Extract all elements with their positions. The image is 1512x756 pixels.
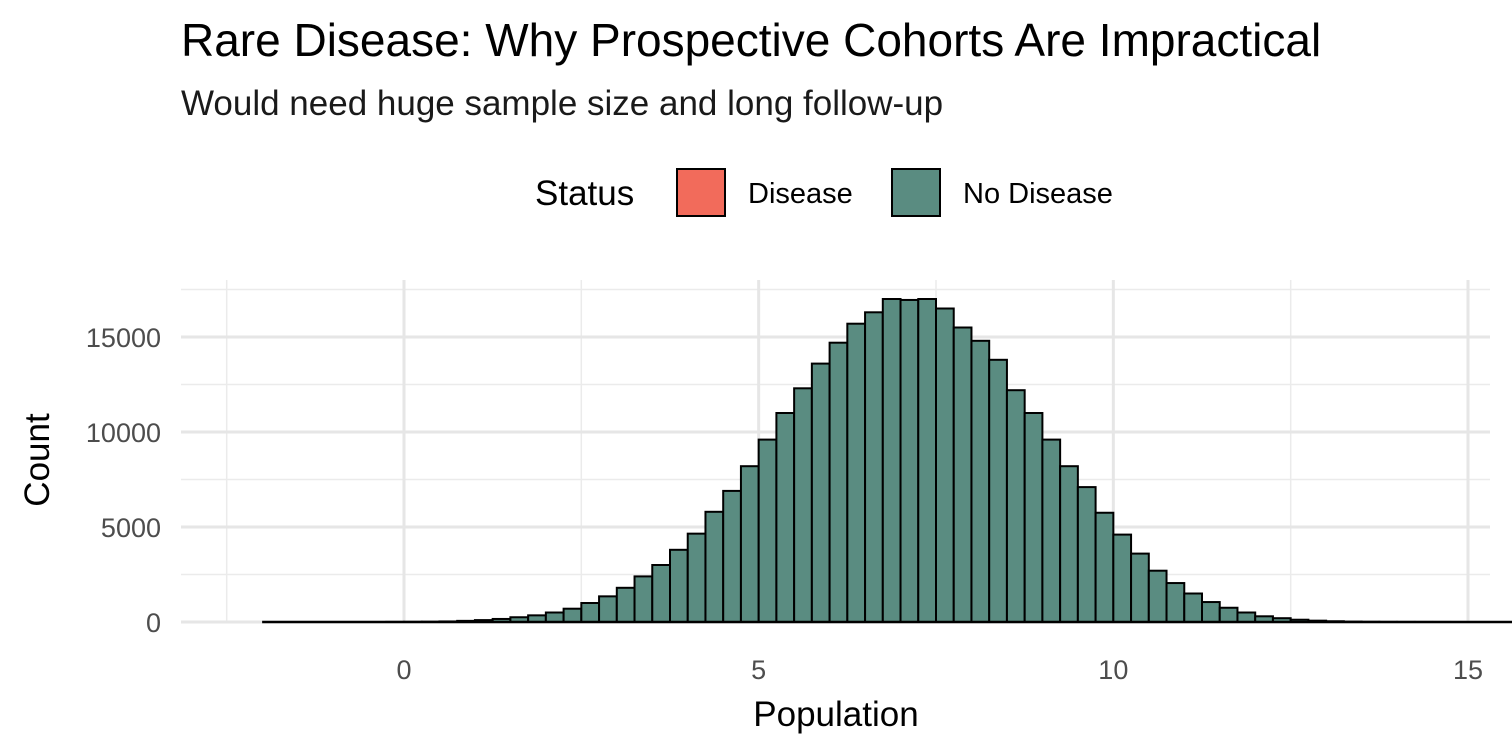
histogram-bar [970, 339, 991, 623]
bars [262, 298, 1512, 624]
legend-swatch-no-disease [891, 168, 941, 217]
histogram-bar [1236, 611, 1257, 623]
histogram-bar [562, 607, 583, 624]
histogram-bar [810, 362, 831, 623]
histogram-bar [598, 595, 618, 623]
y-tick-label: 15000 [86, 323, 161, 353]
histogram-bar [1023, 412, 1044, 623]
x-axis-ticks: 0 5 10 15 [396, 655, 1483, 685]
x-tick-label: 10 [1098, 655, 1128, 685]
histogram-bar [1094, 511, 1115, 623]
histogram-bar [722, 489, 742, 623]
histogram-bar [988, 358, 1008, 623]
x-tick-label: 0 [396, 655, 411, 685]
legend-title: Status [535, 174, 634, 213]
y-tick-label: 10000 [86, 418, 161, 448]
legend-label-no-disease: No Disease [963, 178, 1113, 210]
x-tick-label: 5 [751, 655, 766, 685]
histogram-bar [686, 532, 707, 624]
histogram-bar [828, 341, 849, 623]
y-axis-ticks: 0 5000 10000 15000 [86, 323, 161, 638]
histogram-bar [864, 311, 884, 623]
histogram-bar [899, 298, 920, 623]
histogram-bar [1005, 389, 1026, 624]
legend: Status Disease No Disease [535, 168, 1113, 217]
histogram-bar [544, 611, 565, 623]
y-tick-label: 0 [146, 608, 161, 638]
histogram-bar [881, 298, 902, 623]
histogram-bar [669, 548, 689, 623]
histogram-bar [1183, 592, 1204, 623]
histogram-bar [1059, 465, 1079, 624]
histogram-bar [1112, 533, 1133, 623]
histogram-bar [633, 575, 654, 624]
histogram-bar [917, 298, 937, 623]
histogram-bar [704, 510, 725, 623]
chart-subtitle: Would need huge sample size and long fol… [181, 84, 943, 123]
histogram-bar [1201, 601, 1221, 623]
x-axis-title: Population [753, 695, 918, 734]
histogram-bar [1076, 486, 1097, 623]
chart-title: Rare Disease: Why Prospective Cohorts Ar… [181, 14, 1321, 66]
histogram-bar [1041, 438, 1062, 623]
histogram-bar [651, 564, 671, 623]
histogram-bar [935, 307, 955, 623]
histogram-bar [1147, 569, 1168, 624]
histogram-bar [775, 412, 796, 623]
histogram-bar [1165, 582, 1186, 623]
histogram-bar [952, 326, 973, 623]
x-tick-label: 15 [1453, 655, 1483, 685]
histogram-bar [1218, 606, 1239, 623]
legend-label-disease: Disease [748, 178, 853, 210]
histogram-bar [1130, 552, 1150, 623]
legend-swatch-disease [676, 168, 726, 217]
histogram-bar [846, 322, 867, 623]
y-axis-title: Count [18, 413, 57, 507]
histogram-bar [580, 602, 601, 623]
histogram-bar [615, 586, 636, 623]
histogram-bar [793, 387, 813, 623]
histogram-bar [739, 465, 760, 624]
histogram-bar [757, 438, 778, 623]
y-tick-label: 5000 [101, 513, 161, 543]
